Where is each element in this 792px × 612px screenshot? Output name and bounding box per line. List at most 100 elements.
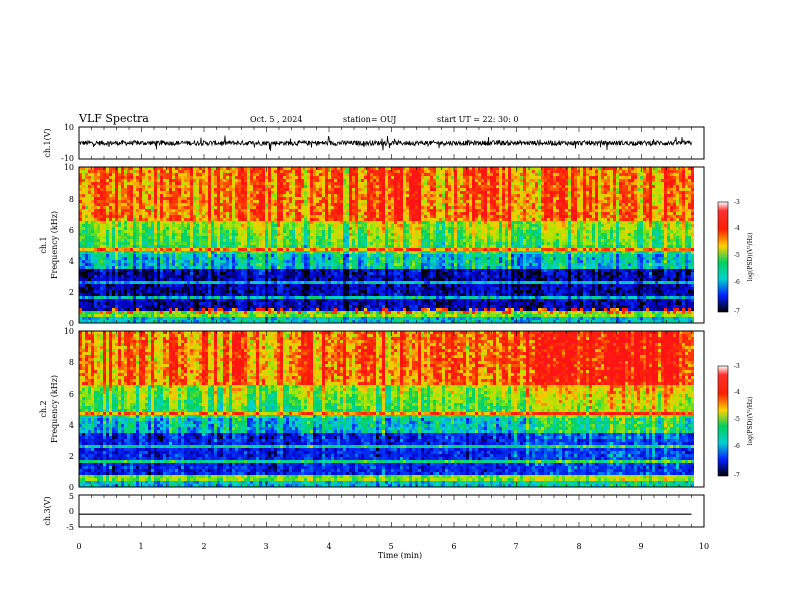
spectrogram-cell (343, 317, 346, 320)
spectrogram-cell (295, 248, 298, 251)
spectrogram-cell (178, 227, 181, 230)
spectrogram-cell (325, 206, 328, 209)
spectrogram-cell (232, 299, 235, 302)
spectrogram-cell (328, 257, 331, 260)
spectrogram-cell (241, 179, 244, 182)
spectrogram-cell (289, 194, 292, 197)
spectrogram-cell (79, 215, 82, 218)
spectrogram-cell (145, 245, 148, 248)
spectrogram-cell (304, 296, 307, 299)
spectrogram-cell (178, 239, 181, 242)
spectrogram-cell (163, 293, 166, 296)
spectrogram-cell (280, 179, 283, 182)
spectrogram-cell (298, 182, 301, 185)
spectrogram-cell (124, 191, 127, 194)
spectrogram-cell (343, 293, 346, 296)
spectrogram-cell (220, 221, 223, 224)
spectrogram-cell (163, 203, 166, 206)
spectrogram-cell (118, 314, 121, 317)
spectrogram-cell (139, 218, 142, 221)
spectrogram-cell (271, 236, 274, 239)
spectrogram-cell (109, 278, 112, 281)
spectrogram-cell (334, 212, 337, 215)
spectrogram-cell (205, 170, 208, 173)
spectrogram-cell (280, 287, 283, 290)
spectrogram-cell (292, 284, 295, 287)
spectrogram-cell (79, 230, 82, 233)
spectrogram-cell (220, 305, 223, 308)
spectrogram-cell (223, 188, 226, 191)
spectrogram-cell (262, 308, 265, 311)
spectrogram-cell (184, 242, 187, 245)
spectrogram-cell (178, 194, 181, 197)
spectrogram-cell (139, 302, 142, 305)
spectrogram-cell (301, 173, 304, 176)
spectrogram-cell (151, 272, 154, 275)
spectrogram-cell (124, 320, 127, 323)
spectrogram-cell (103, 290, 106, 293)
spectrogram-cell (277, 230, 280, 233)
spectrogram-cell (355, 311, 358, 314)
spectrogram-cell (343, 227, 346, 230)
spectrogram-cell (118, 188, 121, 191)
spectrogram-cell (226, 311, 229, 314)
spectrogram-cell (151, 311, 154, 314)
spectrogram-cell (349, 308, 352, 311)
spectrogram-cell (100, 266, 103, 269)
spectrogram-cell (247, 233, 250, 236)
spectrogram-cell (283, 239, 286, 242)
spectrogram-cell (292, 227, 295, 230)
spectrogram-cell (151, 170, 154, 173)
spectrogram-cell (262, 194, 265, 197)
spectrogram-cell (85, 218, 88, 221)
spectrogram-cell (184, 176, 187, 179)
spectrogram-cell (247, 296, 250, 299)
spectrogram-cell (343, 233, 346, 236)
spectrogram-cell (181, 317, 184, 320)
spectrogram-cell (166, 293, 169, 296)
spectrogram-cell (238, 254, 241, 257)
spectrogram-cell (349, 275, 352, 278)
spectrogram-cell (181, 194, 184, 197)
spectrogram-cell (148, 269, 151, 272)
spectrogram-cell (226, 188, 229, 191)
spectrogram-cell (265, 218, 268, 221)
spectrogram-cell (79, 275, 82, 278)
spectrogram-cell (97, 170, 100, 173)
spectrogram-cell (97, 215, 100, 218)
spectrogram-cell (184, 275, 187, 278)
spectrogram-cell (226, 296, 229, 299)
spectrogram-cell (196, 188, 199, 191)
spectrogram-cell (340, 182, 343, 185)
spectrogram-cell (184, 185, 187, 188)
spectrogram-cell (235, 176, 238, 179)
spectrogram-cell (121, 260, 124, 263)
spectrogram-cell (202, 209, 205, 212)
spectrogram-cell (325, 230, 328, 233)
spectrogram-cell (322, 320, 325, 323)
spectrogram-cell (94, 314, 97, 317)
spectrogram-cell (145, 170, 148, 173)
spectrogram-cell (229, 221, 232, 224)
spectrogram-cell (280, 197, 283, 200)
spectrogram-cell (271, 212, 274, 215)
spectrogram-cell (349, 287, 352, 290)
spectrogram-cell (313, 248, 316, 251)
spectrogram-cell (166, 224, 169, 227)
spectrogram-cell (193, 266, 196, 269)
spectrogram-cell (283, 254, 286, 257)
spectrogram-cell (289, 224, 292, 227)
spectrogram-cell (274, 239, 277, 242)
spectrogram-cell (169, 290, 172, 293)
spectrogram-cell (184, 245, 187, 248)
spectrogram-cell (118, 170, 121, 173)
spectrogram-cell (343, 320, 346, 323)
spectrogram-cell (223, 275, 226, 278)
spectrogram-cell (274, 260, 277, 263)
spectrogram-cell (310, 218, 313, 221)
spectrogram-cell (172, 206, 175, 209)
spectrogram-cell (184, 287, 187, 290)
spectrogram-cell (319, 254, 322, 257)
spectrogram-cell (166, 320, 169, 323)
spectrogram-cell (208, 170, 211, 173)
